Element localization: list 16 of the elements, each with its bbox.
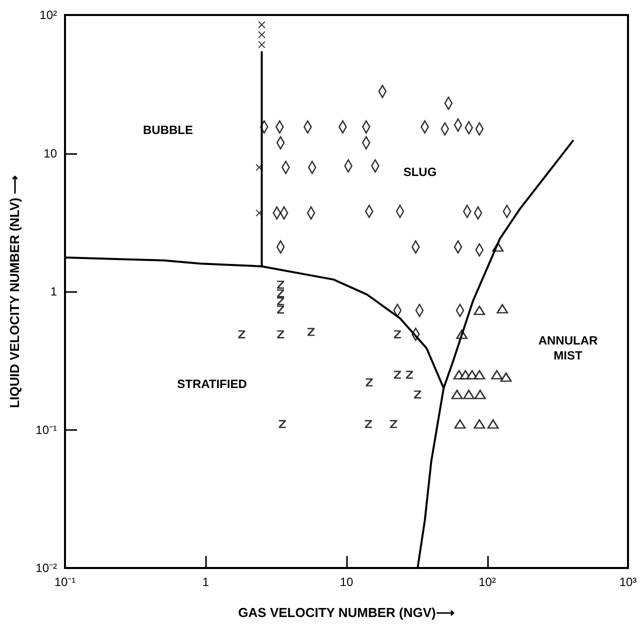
x-tick-label: 10⁻¹	[54, 575, 76, 589]
annotation: SLUG	[403, 165, 437, 179]
y-tick-label: 10²	[40, 8, 58, 22]
x-tick-label: 10²	[478, 575, 496, 589]
x-tick-label: 1	[202, 575, 210, 589]
y-axis-title: LIQUID VELOCITY NUMBER (NLV) ⟶	[7, 174, 22, 408]
y-tick-label: 10⁻²	[36, 561, 58, 575]
annotation: BUBBLE	[143, 123, 193, 137]
x-tick-label: 10	[340, 575, 354, 589]
x-tick-label: 10³	[619, 575, 637, 589]
annotation: STRATIFIED	[177, 377, 248, 391]
x-axis-title: GAS VELOCITY NUMBER (NGV)⟶	[238, 605, 455, 620]
annotation: ANNULAR MIST	[538, 334, 598, 362]
y-tick-label: 10	[44, 146, 58, 160]
y-tick-label: 1	[50, 284, 58, 298]
y-tick-label: 10⁻¹	[36, 422, 58, 437]
